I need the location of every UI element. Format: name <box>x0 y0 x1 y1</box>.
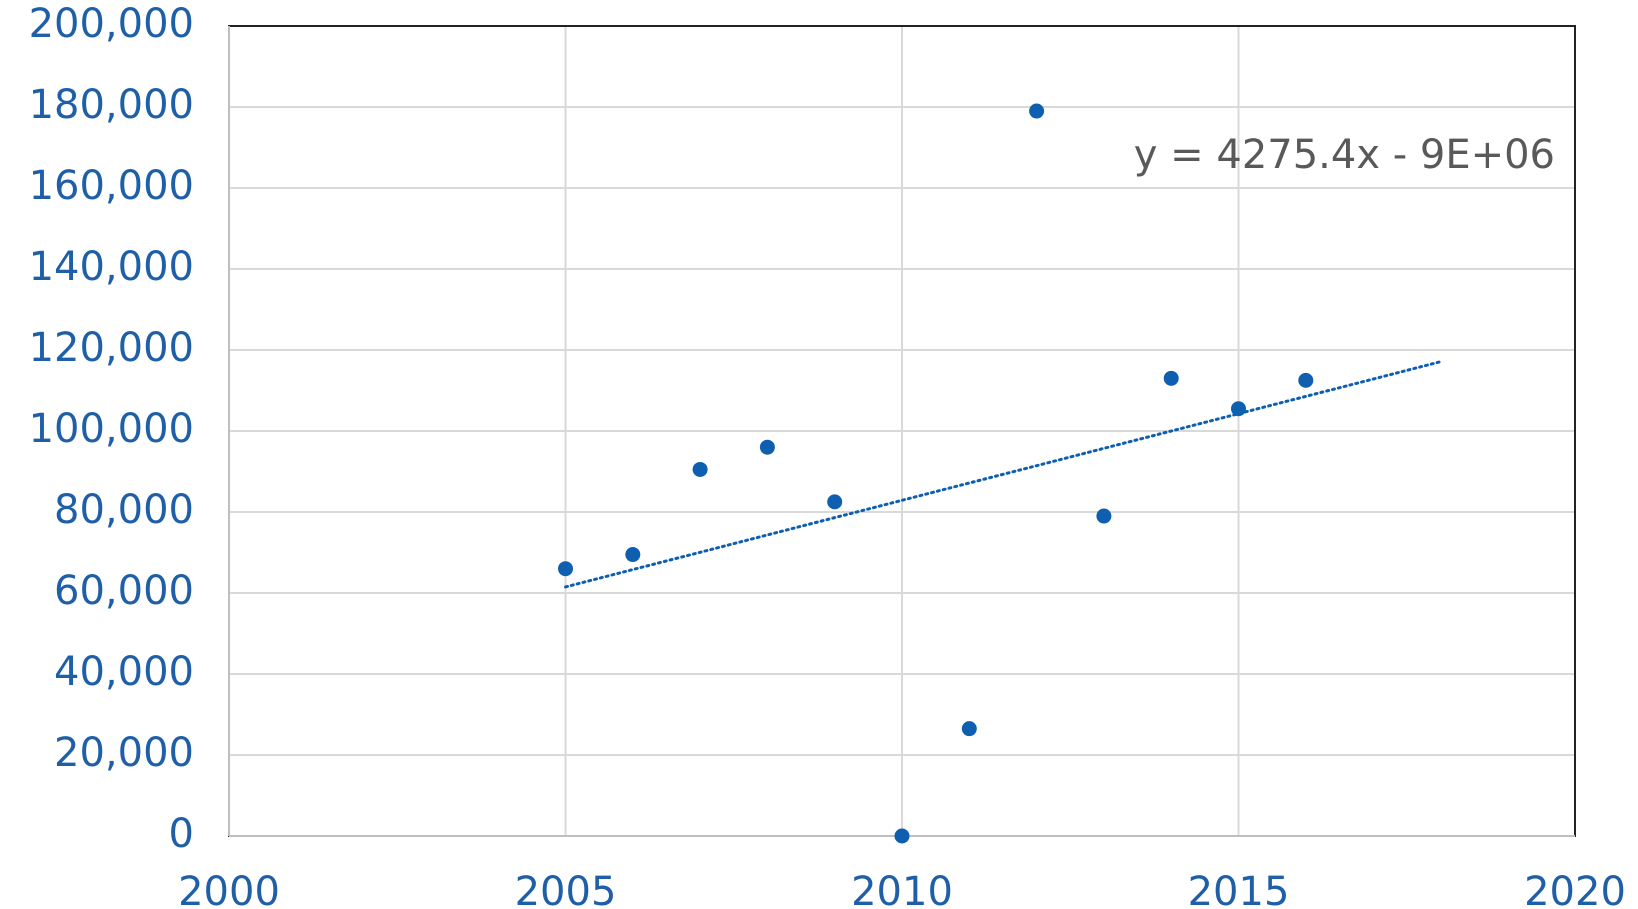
y-tick-label: 40,000 <box>54 649 194 695</box>
y-tick-label: 180,000 <box>29 82 194 128</box>
point <box>692 461 708 477</box>
x-tick-label: 2010 <box>851 869 953 909</box>
y-tick-label: 0 <box>169 811 194 857</box>
point <box>1029 103 1045 119</box>
y-tick-label: 100,000 <box>29 406 194 452</box>
point <box>1231 401 1246 417</box>
x-tick-label: 2015 <box>1188 869 1290 909</box>
x-tick-label: 2020 <box>1524 869 1626 909</box>
point <box>1096 508 1112 524</box>
point <box>961 721 977 737</box>
y-tick-label: 20,000 <box>54 730 194 776</box>
point <box>558 561 573 577</box>
y-tick-label: 60,000 <box>54 568 194 614</box>
point <box>625 547 641 563</box>
x-tick-label: 2000 <box>178 869 280 909</box>
point <box>827 494 843 510</box>
point <box>759 439 775 455</box>
y-tick-label: 80,000 <box>54 487 194 533</box>
trendline-equation: y = 4275.4x - 9E+06 <box>1134 132 1555 178</box>
y-tick-label: 140,000 <box>29 244 194 290</box>
x-tick-label: 2005 <box>515 869 617 909</box>
y-tick-label: 160,000 <box>29 163 194 209</box>
point <box>894 828 910 844</box>
y-tick-label: 200,000 <box>29 1 194 47</box>
y-tick-label: 120,000 <box>29 325 194 371</box>
trendline <box>564 360 1442 589</box>
point <box>1163 370 1179 386</box>
point <box>1298 372 1314 388</box>
